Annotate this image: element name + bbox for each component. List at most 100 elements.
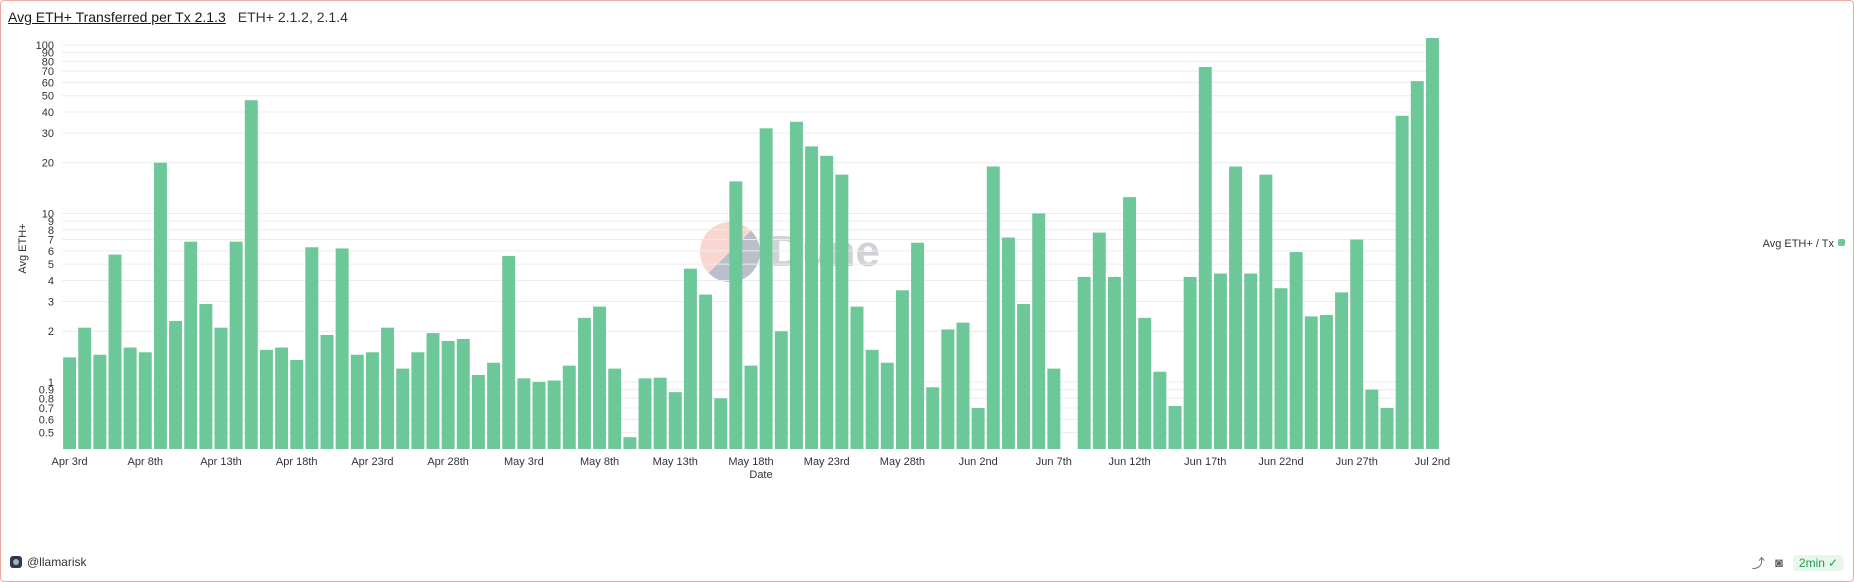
y-tick-label: 0.7 (39, 403, 54, 415)
bar (93, 354, 107, 449)
y-axis-label: Avg ETH+ (17, 223, 29, 273)
bar (835, 174, 849, 449)
y-tick-label: 9 (48, 216, 54, 228)
bar (638, 378, 652, 449)
bar (381, 327, 395, 449)
x-tick-label: May 8th (580, 456, 619, 468)
x-tick-label: Jun 7th (1036, 456, 1072, 468)
bar (1077, 276, 1091, 449)
bar (1123, 197, 1137, 449)
y-tick-label: 4 (48, 276, 54, 288)
bar (1017, 304, 1031, 449)
y-tick-label: 7 (48, 235, 54, 247)
bar (441, 341, 455, 449)
bar (956, 322, 970, 449)
y-tick-label: 40 (42, 107, 54, 119)
bar (365, 352, 379, 449)
x-tick-label: May 18th (728, 456, 773, 468)
bar (1092, 232, 1106, 449)
bar (971, 408, 985, 449)
bar (744, 365, 758, 449)
bar (986, 166, 1000, 449)
bar (259, 349, 273, 449)
x-tick-label: May 3rd (504, 456, 544, 468)
chart-header: Avg ETH+ Transferred per Tx 2.1.3 ETH+ 2… (8, 9, 348, 25)
y-tick-label: 30 (42, 128, 54, 140)
bar (199, 304, 213, 449)
y-tick-label: 80 (42, 56, 54, 68)
bar (1047, 368, 1061, 449)
y-tick-label: 10 (42, 208, 54, 220)
bar (820, 155, 834, 449)
bar (1213, 273, 1227, 449)
x-tick-label: May 13th (653, 456, 698, 468)
camera-icon[interactable]: ◙ (1775, 555, 1783, 570)
y-tick-label: 70 (42, 66, 54, 78)
bar (895, 290, 909, 449)
x-tick-label: May 23rd (804, 456, 850, 468)
bar (1001, 237, 1015, 449)
bar (63, 357, 77, 449)
refresh-badge[interactable]: 2min ✓ (1792, 554, 1844, 571)
bar (759, 128, 773, 449)
y-tick-label: 20 (42, 158, 54, 170)
bar (411, 352, 425, 449)
bar (426, 333, 440, 449)
bar (502, 255, 516, 449)
y-tick-label: 0.8 (39, 393, 54, 405)
x-tick-label: Jun 12th (1108, 456, 1150, 468)
y-tick-label: 6 (48, 246, 54, 258)
x-tick-label: Apr 8th (128, 456, 163, 468)
x-tick-label: Apr 13th (200, 456, 242, 468)
bar (699, 294, 713, 449)
bar (335, 248, 349, 449)
y-tick-label: 3 (48, 297, 54, 309)
x-tick-label: Jul 2nd (1415, 456, 1450, 468)
bar (593, 306, 607, 449)
y-tick-label: 60 (42, 77, 54, 89)
y-tick-label: 1 (48, 377, 54, 389)
bar (880, 362, 894, 449)
bar (1168, 405, 1182, 449)
footer-actions: ⤴ ◙ 2min ✓ (1752, 553, 1844, 572)
bar (78, 327, 92, 449)
y-tick-label: 0.5 (39, 428, 54, 440)
bar (1153, 371, 1167, 449)
chart-title-link[interactable]: Avg ETH+ Transferred per Tx 2.1.3 (8, 9, 226, 25)
bar (1183, 276, 1197, 449)
bar (653, 377, 667, 449)
x-tick-label: Apr 3rd (52, 456, 88, 468)
bar (229, 241, 243, 449)
refresh-time: 2min (1798, 555, 1825, 570)
bar (1244, 273, 1258, 449)
x-tick-label: Apr 18th (276, 456, 318, 468)
bar (1395, 115, 1409, 450)
x-tick-label: Jun 22nd (1258, 456, 1303, 468)
bar (865, 349, 879, 449)
bar (577, 317, 591, 449)
chart-subtitle: ETH+ 2.1.2, 2.1.4 (237, 9, 348, 25)
bar (714, 398, 728, 449)
bar (153, 162, 167, 450)
author[interactable]: @llamarisk (10, 555, 87, 569)
bar (471, 374, 485, 449)
bar (305, 247, 319, 449)
bar (1259, 174, 1273, 449)
check-circle-icon: ✓ (1827, 555, 1838, 570)
x-tick-label: May 28th (880, 456, 925, 468)
bar (184, 241, 198, 449)
share-icon[interactable]: ⤴ (1752, 556, 1766, 571)
bar (1274, 288, 1288, 449)
bar (1319, 314, 1333, 449)
bar (1350, 239, 1364, 449)
y-tick-label: 0.9 (39, 385, 54, 397)
bar (138, 352, 152, 449)
y-tick-label: 100 (36, 40, 54, 52)
bar (1410, 81, 1424, 449)
bar (532, 381, 546, 449)
y-tick-label: 5 (48, 259, 54, 271)
bar (547, 380, 561, 449)
bar (623, 437, 637, 449)
bar (562, 365, 576, 449)
